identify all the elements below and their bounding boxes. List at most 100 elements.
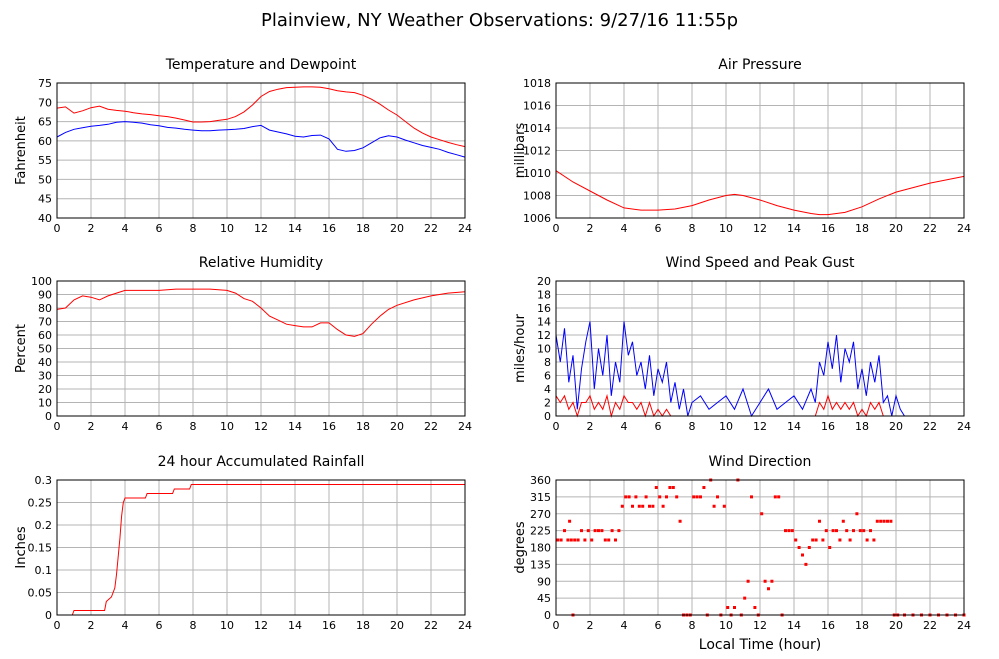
data-point: [614, 538, 617, 542]
y-tick-label: 1018: [523, 77, 551, 90]
chart-title: Relative Humidity: [199, 255, 323, 271]
data-point: [641, 504, 645, 508]
x-tick-label: 2: [587, 619, 594, 632]
data-point: [580, 529, 583, 533]
data-point: [760, 512, 764, 516]
x-tick-label: 12: [254, 619, 268, 632]
y-tick-label: 70: [38, 316, 52, 329]
data-point: [886, 519, 889, 523]
data-point: [563, 529, 566, 533]
x-tick-label: 20: [390, 420, 404, 433]
y-tick-label: 45: [537, 592, 551, 605]
data-point: [583, 538, 587, 542]
x-tick-label: 22: [923, 420, 937, 433]
y-tick-label: 75: [38, 77, 52, 90]
data-point: [855, 512, 859, 516]
x-tick-label: 0: [54, 619, 61, 632]
data-point: [773, 495, 777, 499]
data-point: [801, 553, 804, 557]
x-tick-label: 4: [621, 222, 628, 235]
data-point: [716, 495, 719, 499]
y-tick-label: 1012: [523, 145, 551, 158]
y-tick-label: 50: [38, 343, 52, 356]
data-point: [767, 587, 770, 591]
data-point: [848, 538, 852, 542]
y-tick-label: 20: [537, 275, 551, 288]
chart-title: Wind Speed and Peak Gust: [666, 255, 855, 271]
page-title: Plainview, NY Weather Observations: 9/27…: [261, 10, 738, 31]
x-tick-label: 22: [923, 619, 937, 632]
data-point: [818, 519, 821, 523]
y-tick-label: 60: [38, 329, 52, 342]
data-point: [573, 538, 577, 542]
y-tick-label: 0.25: [28, 497, 53, 510]
y-tick-label: 100: [31, 275, 52, 288]
data-point: [603, 538, 607, 542]
x-tick-label: 18: [855, 222, 869, 235]
series-line: [56, 86, 466, 148]
data-point: [733, 606, 736, 609]
x-tick-label: 22: [923, 222, 937, 235]
chart-title: Air Pressure: [718, 57, 801, 73]
y-tick-label: 0.15: [28, 542, 53, 555]
x-tick-label: 16: [821, 222, 835, 235]
x-tick-label: 20: [390, 619, 404, 632]
data-point: [882, 519, 886, 523]
x-tick-label: 24: [957, 420, 971, 433]
data-point: [726, 606, 730, 609]
y-tick-label: 180: [530, 542, 551, 555]
y-tick-label: 2: [544, 397, 551, 410]
y-tick-label: 20: [38, 383, 52, 396]
data-point: [763, 579, 767, 583]
data-point: [875, 519, 879, 523]
x-tick-label: 6: [655, 420, 662, 433]
x-tick-label: 14: [787, 619, 801, 632]
y-tick-label: 18: [537, 289, 551, 302]
x-tick-label: 4: [122, 420, 129, 433]
x-tick-label: 2: [88, 420, 95, 433]
x-tick-label: 12: [753, 222, 767, 235]
data-point: [838, 538, 842, 542]
data-point: [586, 529, 590, 533]
x-tick-label: 16: [821, 619, 835, 632]
data-point: [753, 606, 757, 609]
data-point: [699, 495, 702, 499]
data-point: [790, 529, 794, 533]
y-axis-label: Fahrenheit: [14, 116, 29, 185]
data-point: [566, 538, 570, 542]
y-tick-label: 40: [38, 212, 52, 225]
data-point: [678, 519, 682, 523]
data-point: [661, 504, 665, 508]
data-point: [702, 486, 706, 489]
y-tick-label: 90: [537, 575, 551, 588]
data-point: [631, 504, 634, 508]
x-tick-label: 6: [156, 619, 163, 632]
x-tick-label: 16: [821, 420, 835, 433]
y-tick-label: 270: [530, 508, 551, 521]
data-point: [841, 519, 845, 523]
x-tick-label: 24: [957, 222, 971, 235]
x-tick-label: 18: [855, 420, 869, 433]
x-tick-label: 8: [689, 420, 696, 433]
x-tick-label: 14: [288, 619, 302, 632]
data-point: [807, 546, 811, 549]
y-tick-label: 80: [38, 302, 52, 315]
x-tick-label: 6: [655, 619, 662, 632]
x-tick-label: 12: [254, 420, 268, 433]
data-point: [610, 529, 614, 533]
y-tick-label: 50: [38, 173, 52, 186]
x-tick-label: 2: [88, 222, 95, 235]
x-tick-label: 14: [288, 420, 302, 433]
data-point: [576, 538, 580, 542]
x-tick-label: 14: [787, 420, 801, 433]
data-point: [654, 486, 658, 489]
x-tick-label: 20: [390, 222, 404, 235]
y-tick-label: 55: [38, 154, 52, 167]
data-point: [770, 579, 774, 583]
x-tick-label: 24: [458, 619, 472, 632]
data-point: [889, 519, 893, 523]
data-point: [569, 538, 573, 542]
x-tick-label: 12: [753, 420, 767, 433]
